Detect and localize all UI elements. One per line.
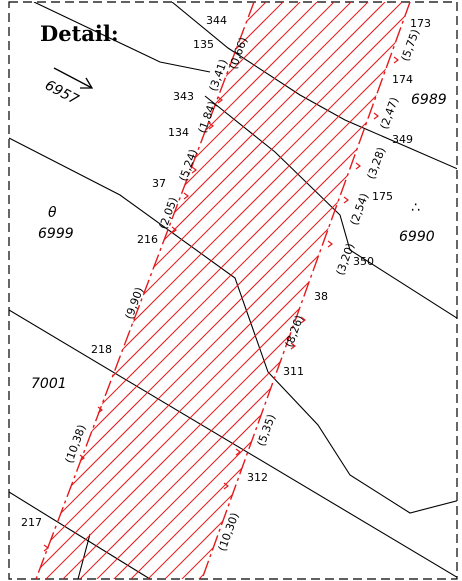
hatch-line — [398, 2, 410, 579]
hatch-line — [126, 2, 410, 579]
point-label: 216 — [137, 233, 158, 246]
dimension-label: (2,54) — [348, 191, 372, 227]
edge-tick — [183, 192, 189, 200]
parcel-number: 6990 — [399, 229, 435, 245]
edge-tick — [290, 342, 296, 350]
boundary-line-upper — [171, 2, 457, 170]
point-label: 349 — [392, 133, 413, 146]
parcel-number: 7001 — [31, 376, 67, 392]
hatch-line — [433, 0, 462, 581]
point-label: 312 — [247, 471, 268, 484]
edge-tick — [171, 226, 177, 234]
point-label: 175 — [372, 190, 393, 203]
dashed-frame — [8, 1, 458, 580]
edge-tick — [373, 112, 379, 120]
hatch-line — [416, 0, 462, 581]
theta-symbol: θ — [48, 205, 57, 221]
edge-tick — [208, 122, 214, 130]
edge-tick — [327, 240, 333, 248]
edge-tick — [79, 454, 85, 462]
edge-tick — [355, 162, 361, 170]
parcel-number: 6989 — [411, 92, 447, 108]
boundary-line-lower — [9, 309, 457, 578]
detail-title: Detail: — [40, 21, 119, 46]
edge-ticks — [43, 56, 399, 552]
direction-arrow-icon — [53, 67, 94, 89]
hatch-line — [381, 2, 410, 579]
point-label: 217 — [21, 516, 42, 529]
parcel-number: 6957 — [42, 77, 81, 108]
edge-tick — [43, 544, 49, 552]
dimension-label: (3,28) — [365, 145, 389, 181]
point-numbers: 344 135 343 134 37 216 218 217 173 174 3… — [21, 14, 431, 529]
point-label: 218 — [91, 343, 112, 356]
therefore-symbol: ∴ — [411, 200, 420, 216]
edge-tick — [235, 448, 241, 456]
dimension-label: (5,75) — [399, 27, 423, 63]
edge-tick — [393, 56, 399, 64]
strip-left-edge — [35, 1, 255, 580]
boundary-line-top — [33, 2, 211, 73]
point-label: 311 — [283, 365, 304, 378]
point-label: 37 — [152, 177, 166, 190]
point-label: 134 — [168, 126, 189, 139]
hatch-line — [36, 2, 320, 579]
dimension-label: (2,47) — [378, 95, 402, 131]
hatch-line — [109, 2, 410, 579]
point-label: 343 — [173, 90, 194, 103]
boundary-line-bottom — [9, 491, 151, 579]
point-label: 174 — [392, 73, 413, 86]
boundary-line-stub — [77, 533, 91, 579]
parcel-number: 6999 — [38, 226, 74, 242]
boundary-line-parcel-edge — [9, 137, 457, 514]
strip-right-edge — [201, 1, 411, 580]
point-label: 173 — [410, 17, 431, 30]
point-label: 344 — [206, 14, 227, 27]
point-label: 38 — [314, 290, 328, 303]
edge-tick — [343, 196, 349, 204]
edge-tick — [300, 316, 306, 324]
point-label: 350 — [353, 255, 374, 268]
hatch-line — [450, 0, 462, 581]
edge-tick — [97, 406, 103, 414]
hatch-line — [36, 2, 337, 579]
boundary-line-middle — [204, 95, 457, 319]
edge-tick — [217, 96, 223, 104]
edge-tick — [191, 166, 197, 174]
parcel-boundaries — [9, 2, 457, 579]
point-label: 135 — [193, 38, 214, 51]
edge-tick — [223, 482, 229, 490]
